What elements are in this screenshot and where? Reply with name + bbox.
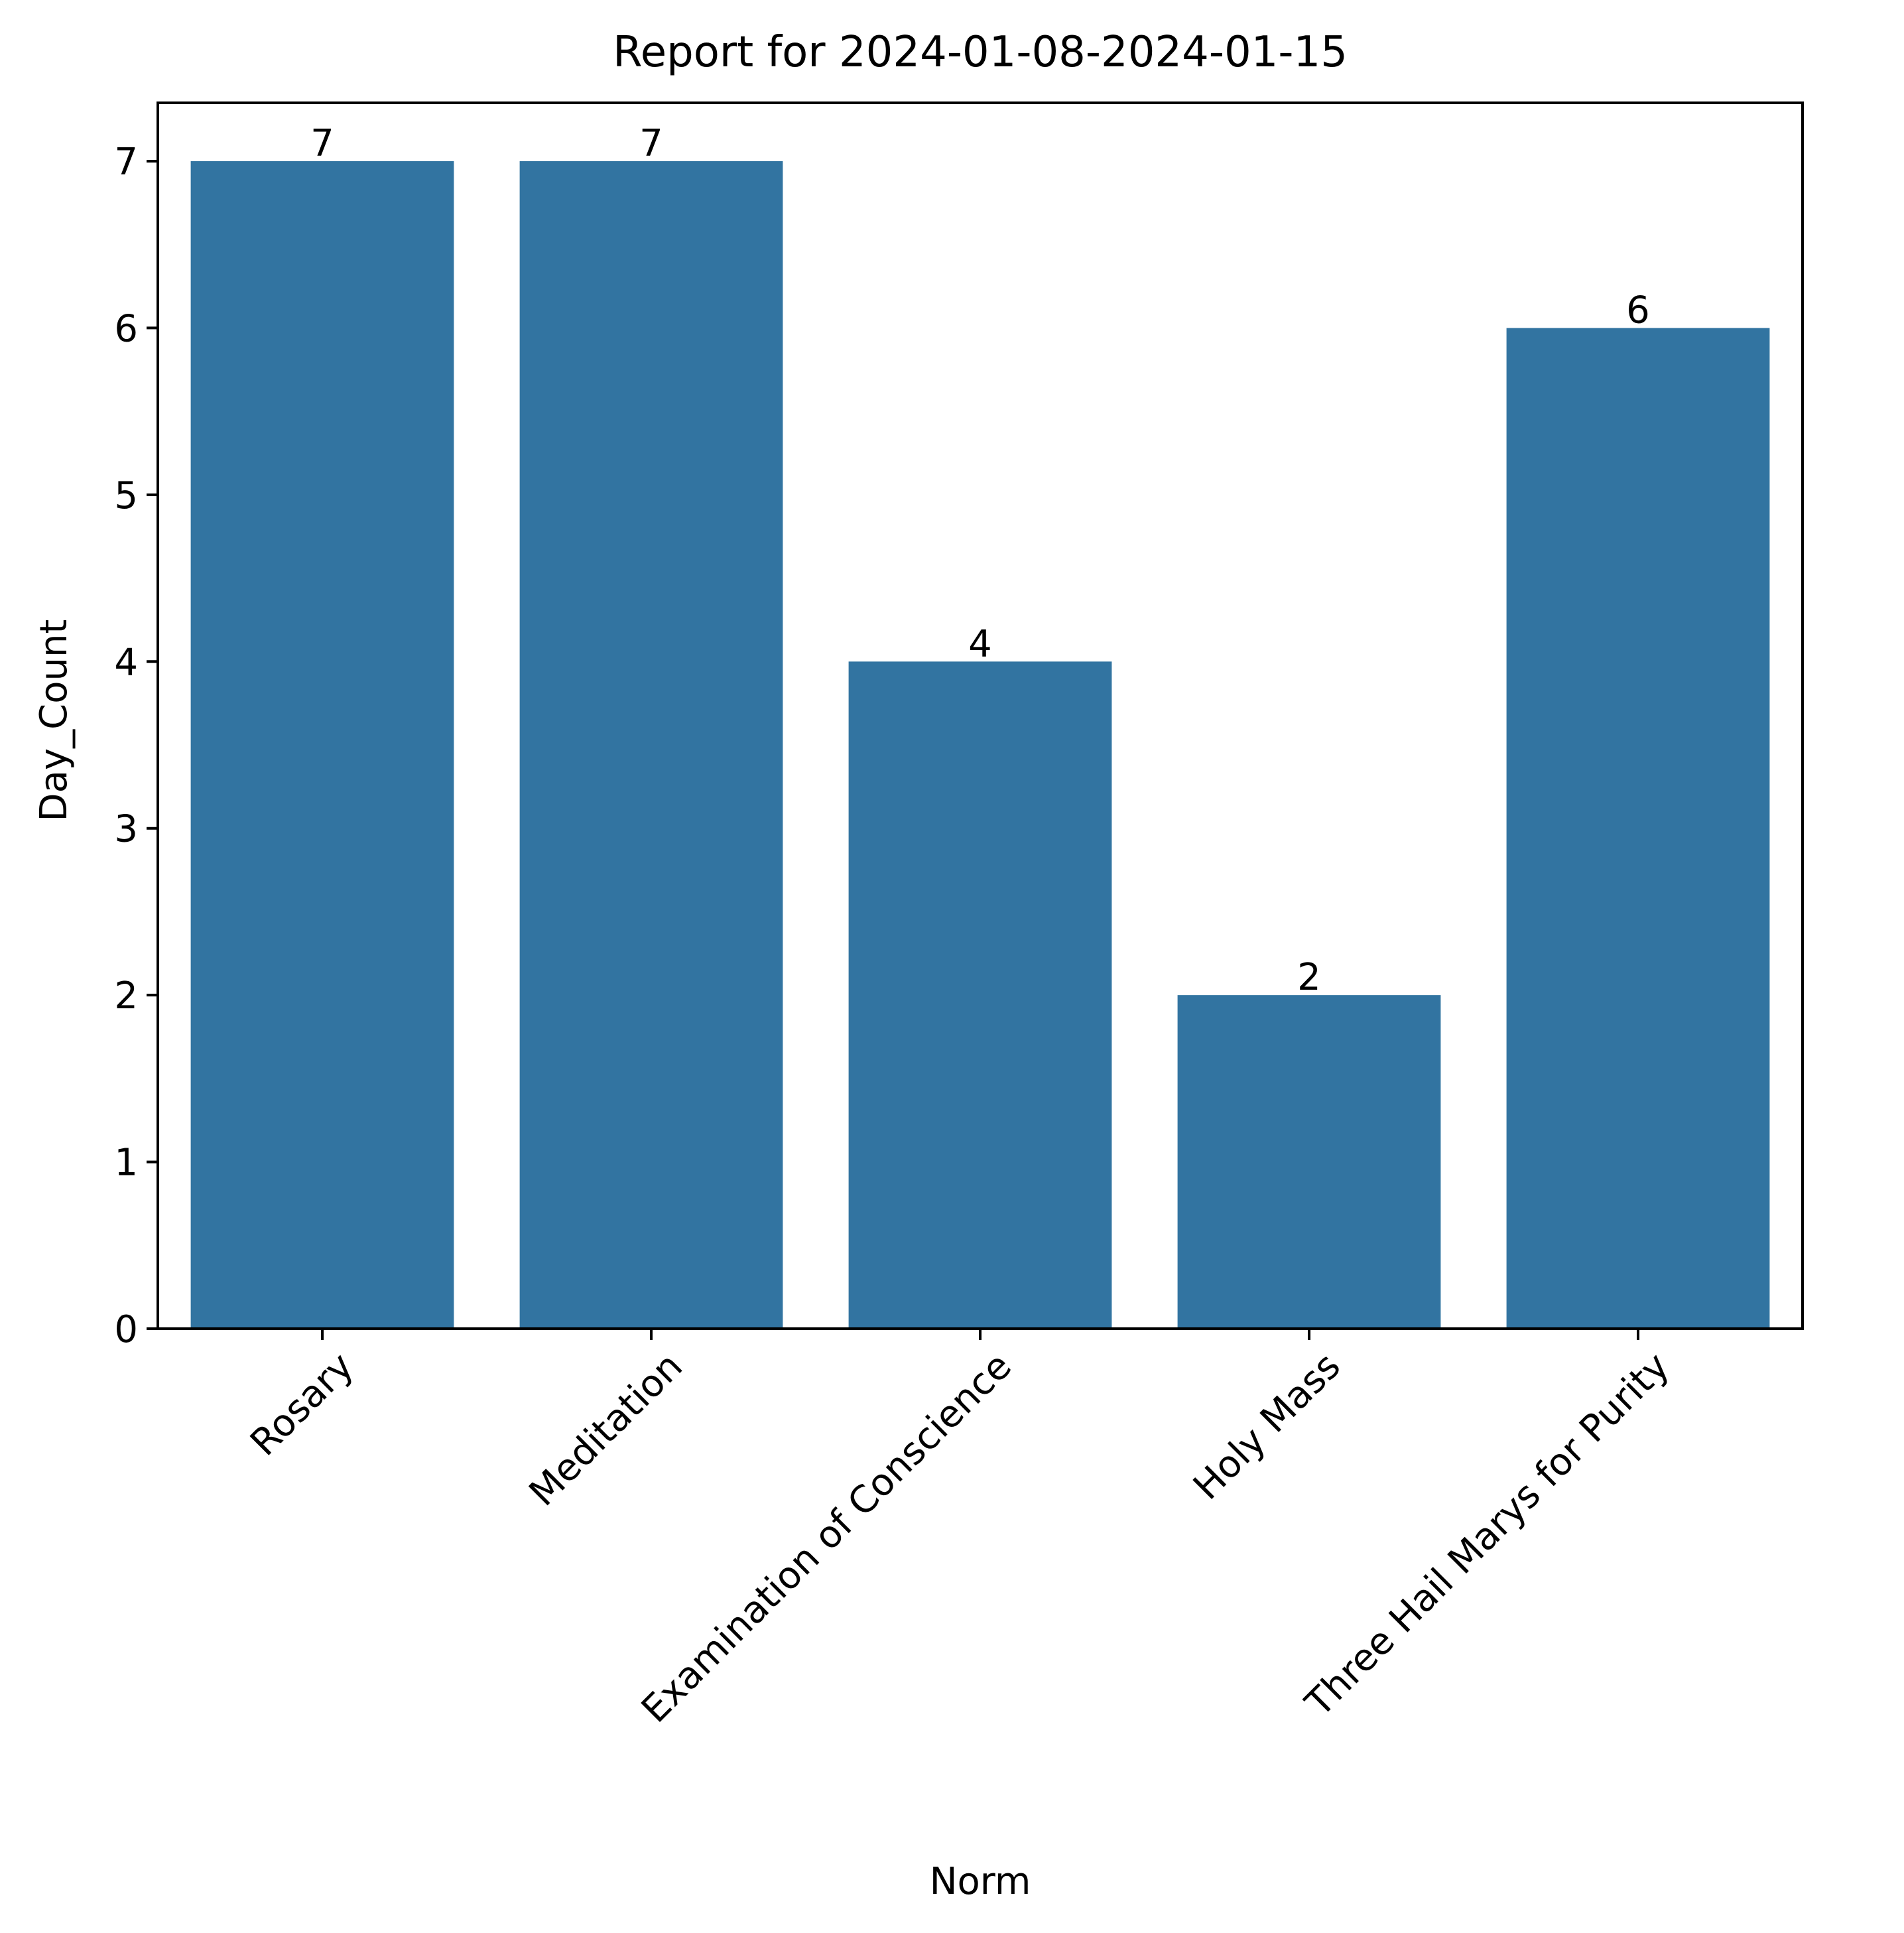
y-tick-label: 5 <box>114 474 138 517</box>
labels-layer: 7 7 4 2 6 <box>310 122 1650 999</box>
data-label: 6 <box>1626 289 1650 332</box>
y-tick-label: 3 <box>114 808 138 851</box>
data-label: 4 <box>968 622 992 665</box>
data-label: 2 <box>1297 956 1321 999</box>
y-tick-label: 4 <box>114 641 138 684</box>
bar-three-hail-marys-for-purity <box>1506 328 1770 1329</box>
data-label: 7 <box>310 122 334 165</box>
y-tick-label: 2 <box>114 974 138 1018</box>
y-tick-label: 7 <box>114 141 138 184</box>
y-tick-label: 0 <box>114 1308 138 1351</box>
y-tick-label: 1 <box>114 1142 138 1185</box>
bar-meditation <box>519 161 783 1329</box>
y-axis-label: Day_Count <box>32 620 76 822</box>
bar-examination-of-conscience <box>848 661 1112 1329</box>
bar-rosary <box>190 161 454 1329</box>
bar-holy-mass <box>1177 995 1441 1329</box>
bars-layer <box>190 161 1770 1329</box>
x-axis-label: Norm <box>930 1860 1031 1903</box>
y-tick-label: 6 <box>114 307 138 350</box>
data-label: 7 <box>639 122 663 165</box>
chart-title: Report for 2024-01-08-2024-01-15 <box>613 28 1348 77</box>
